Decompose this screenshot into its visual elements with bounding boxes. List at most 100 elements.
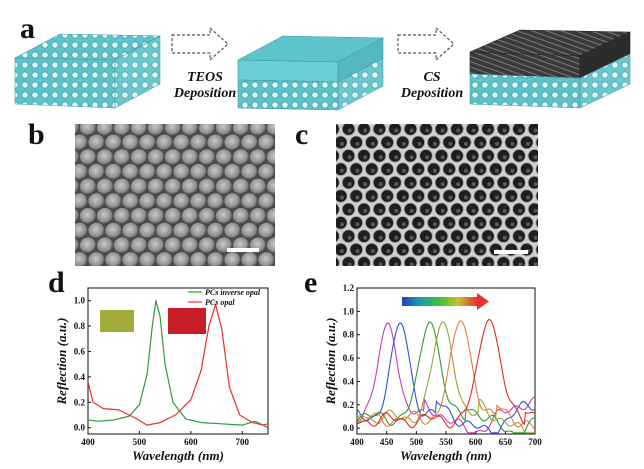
inverse-opal-pore (535, 244, 538, 255)
pore-inner (479, 249, 484, 254)
inverse-opal-pore (434, 256, 449, 266)
opal-sphere (147, 149, 165, 166)
pore-inner (487, 155, 492, 160)
chart-e-ytick-label: 1.0 (343, 306, 355, 316)
pore-inner (339, 141, 344, 146)
opal-sphere (96, 237, 114, 254)
opal-sphere (96, 124, 114, 137)
opal-sphere (207, 163, 224, 181)
inverse-opal-pore (357, 256, 371, 266)
pore-inner (502, 262, 507, 266)
opal-sphere (258, 163, 275, 181)
opal-sphere (266, 208, 275, 225)
pore-inner (494, 222, 499, 227)
chart-e-xtick-label: 450 (380, 437, 394, 447)
inverse-opal-pore (336, 124, 340, 135)
inverse-opal-pore (535, 164, 538, 175)
opal-sphere (241, 252, 258, 266)
pore-inner (518, 155, 523, 160)
pore-inner (471, 235, 476, 240)
opal-sphere (173, 252, 190, 266)
sem-image-opal (75, 124, 275, 266)
chart-d-xlabel: Wavelength (nm) (132, 448, 224, 463)
opal-sphere (181, 149, 199, 166)
pore-inner (448, 168, 453, 173)
pore-inner (355, 168, 360, 173)
opal-sphere (181, 124, 199, 137)
pore-inner (440, 182, 445, 187)
opal-sphere (215, 124, 233, 137)
chart-e-ylabel: Reflection (a.u.) (323, 317, 338, 405)
inverse-opal-pore (512, 256, 526, 266)
chart-e-series-3 (357, 321, 535, 434)
pore-inner (378, 262, 383, 266)
chart-d: 400 500 600 700 0.0 0.2 0.4 0.6 0.8 1.0 Wavelength… (54, 287, 269, 463)
opal-sphere (258, 134, 275, 151)
pore-inner (533, 128, 538, 133)
opal-sphere (249, 178, 267, 195)
opal-sphere (190, 252, 207, 266)
pore-inner (494, 141, 499, 146)
inverse-opal-pore (535, 190, 538, 202)
pore-inner (425, 235, 430, 240)
step-label-teos-line1: TEOS (187, 70, 223, 85)
pore-inner (378, 235, 383, 240)
pore-inner (394, 235, 399, 240)
process-arrow-1 (171, 26, 229, 62)
pore-inner (378, 208, 383, 213)
pore-inner (386, 141, 391, 146)
opal-sphere (75, 222, 88, 240)
step-label-teos-line2: Deposition (173, 86, 237, 101)
chart-d-xtick-label: 400 (81, 437, 95, 447)
pore-inner (533, 235, 538, 240)
chart-e-gradient-arrow-head (477, 293, 489, 310)
chart-d-series-1 (88, 300, 268, 429)
opal-sphere (249, 149, 267, 166)
opal-sphere (122, 252, 139, 266)
opal-sphere (113, 178, 131, 195)
pore-inner (386, 195, 391, 200)
pore-inner (471, 128, 476, 133)
opal-sphere (122, 222, 139, 240)
pore-inner (347, 128, 352, 133)
pore-inner (456, 208, 461, 213)
pore-inner (394, 155, 399, 160)
opal-sphere (75, 209, 80, 224)
opal-sphere (258, 252, 275, 266)
pore-inner (471, 155, 476, 160)
pore-inner (347, 155, 352, 160)
opal-sphere (241, 222, 258, 240)
pore-inner (456, 182, 461, 187)
pore-inner (425, 128, 430, 133)
pore-inner (425, 182, 430, 187)
opal-sphere (181, 208, 199, 225)
opal-sphere (156, 193, 173, 210)
opal-sphere (130, 124, 148, 137)
schematic-block-3 (469, 29, 631, 109)
opal-sphere (75, 193, 88, 210)
opal-sphere (122, 163, 139, 181)
panel-letter-e: e (304, 266, 318, 299)
opal-sphere (164, 237, 182, 254)
panel-letter-c: c (295, 118, 309, 151)
opal-sphere (232, 178, 250, 195)
opal-sphere (249, 124, 267, 137)
pore-inner (518, 262, 523, 266)
pore-inner (525, 195, 530, 200)
opal-sphere (96, 178, 114, 195)
chart-e-ytick-label: 0.2 (343, 400, 355, 410)
pore-inner (339, 222, 344, 227)
inverse-opal-pore (388, 256, 402, 266)
chart-e-gradient-arrow-body (402, 297, 477, 306)
opal-sphere (75, 179, 80, 194)
pore-inner (525, 168, 530, 173)
opal-sphere (258, 222, 275, 240)
inverse-opal-pore (336, 257, 340, 266)
chart-d-legend-label-1: PCs inverse opal (205, 288, 261, 297)
chart-e-ytick-label: 0.4 (343, 376, 355, 386)
chart-d-ytick-label: 0.8 (74, 321, 86, 331)
panel-letter-b: b (28, 118, 45, 151)
pore-inner (363, 182, 368, 187)
opal-sphere (79, 237, 97, 254)
pore-inner (363, 128, 368, 133)
